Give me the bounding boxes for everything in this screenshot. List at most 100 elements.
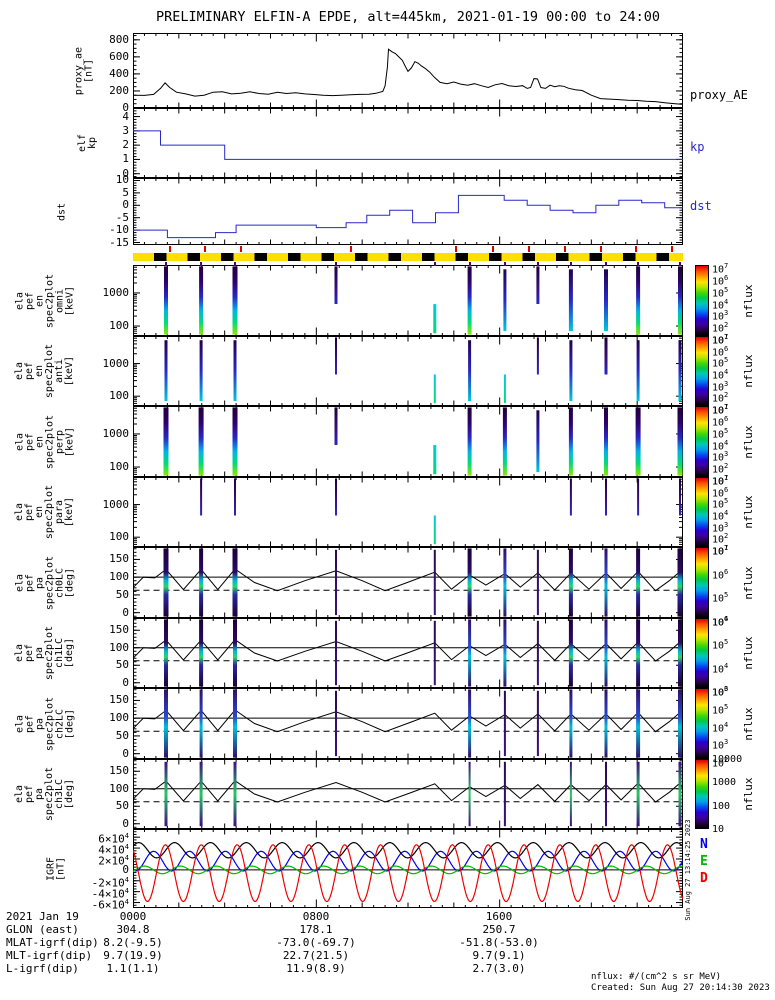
colorbar-tick-label: 101: [712, 474, 729, 488]
fast-survey-mark: [528, 246, 531, 252]
table-row-value: 0800: [302, 910, 330, 923]
y-tick-label: 0: [122, 101, 129, 114]
axis-label-pa_ch0LC: ela pef pa spec2plot ch0LC [deg]: [14, 555, 75, 610]
table-row-label: L-igrf(dip): [6, 962, 79, 975]
colorbar-tick-label: 102: [712, 462, 729, 476]
axis-label-pa_ch2LC: ela pef pa spec2plot ch2LC [deg]: [14, 696, 75, 751]
y-tick-label: 100: [109, 530, 129, 544]
colorbar-tick-label: 102: [712, 532, 729, 546]
colorbar-tick-label: 104: [712, 661, 729, 675]
panel-proxy_ae: [133, 33, 683, 108]
y-tick-label: 200: [109, 83, 129, 97]
colorbar-spec_para: [695, 477, 709, 547]
colorbar-tick-label: 107: [712, 544, 729, 558]
y-tick-label: 50: [115, 587, 129, 601]
colorbar-pa_ch0LC: [695, 547, 709, 618]
colorbar-spec_perp: [695, 406, 709, 477]
science-zone-mark: [605, 262, 607, 266]
table-row-value: 9.7(19.9): [103, 949, 163, 962]
science-zone-stripes: [164, 689, 682, 758]
science-zone-stripes: [164, 619, 682, 687]
y-tick-label: 6×104: [98, 832, 129, 846]
fast-survey-mark: [168, 246, 171, 252]
y-tick-label: 1000: [102, 356, 130, 370]
colorbar-spec_omni: [695, 265, 709, 336]
y-tick-label: -15: [109, 235, 129, 249]
colorbar-title: nflux: [742, 424, 755, 459]
axis-label-spec_perp: ela pef en spec2plot perp [keV]: [14, 414, 75, 469]
plot-title: PRELIMINARY ELFIN-A EPDE, alt=445km, 202…: [156, 9, 660, 25]
science-zone-mark: [503, 262, 506, 266]
science-zone-stripes: [164, 266, 682, 335]
y-tick-label: 2: [122, 138, 129, 152]
colorbar-tick-label: 102: [712, 756, 729, 770]
panel-spec_anti: [133, 336, 683, 406]
science-zone-stripes: [164, 761, 682, 827]
table-row-value: 8.2(-9.5): [103, 936, 163, 949]
table-row-value: 9.7(9.1): [472, 949, 526, 962]
y-tick-label: 100: [109, 570, 129, 584]
science-zone-mark: [165, 262, 167, 266]
y-tick-label: 100: [109, 711, 129, 725]
axis-label-kp: elf kp: [77, 133, 98, 153]
panel-plot-kp: [133, 108, 683, 178]
colorbar-tick-label: 105: [712, 591, 729, 605]
colorbar-pa_ch2LC: [695, 688, 709, 759]
panel-pa_ch3LC: [133, 759, 683, 829]
y-tick-label: 10: [115, 173, 129, 187]
table-row-value: 1600: [485, 910, 513, 923]
colorbar-tick-label: 106: [712, 485, 729, 499]
colorbar-title: nflux: [742, 777, 755, 811]
colorbar-tick-label: 101: [712, 333, 729, 347]
table-row-value: 0000: [119, 910, 147, 923]
colorbar-tick-label: 100: [712, 800, 731, 812]
axis-label-proxy_ae: proxy_ae [nT]: [73, 46, 94, 95]
colorbar-tick-label: 106: [712, 615, 729, 629]
y-tick-label: -10: [109, 223, 129, 237]
science-zone-mark: [679, 262, 682, 266]
colorbar-title: nflux: [742, 354, 755, 388]
right-label-kp: kp: [690, 139, 705, 154]
y-tick-label: 150: [109, 693, 129, 707]
side-timestamp: Sun Aug 27 13:14:25 2023: [684, 819, 692, 921]
colorbar-tick-label: 106: [712, 685, 729, 699]
colorbar-tick-label: 104: [712, 615, 729, 629]
axis-label-dst: dst: [56, 202, 67, 221]
science-zone-mark: [569, 262, 572, 266]
axis-label-pa_ch3LC: ela pef pa spec2plot ch3LC [deg]: [14, 766, 75, 822]
panel-spec_para: [133, 477, 683, 547]
colorbar-tick-label: 103: [712, 309, 729, 323]
colorbar-tick-label: 106: [712, 273, 729, 288]
fast-survey-mark: [635, 246, 638, 252]
y-tick-label: 5: [122, 185, 129, 199]
y-tick-label: 0: [122, 746, 129, 760]
panel-plot-spec_omni: [133, 265, 683, 336]
table-row-value: 22.7(21.5): [282, 949, 350, 962]
axis-label-pa_ch1LC: ela pef pa spec2plot ch1LC [deg]: [14, 625, 75, 681]
panel-plot-pa_ch1LC: [133, 618, 683, 688]
table-row-value: -73.0(-69.7): [276, 936, 356, 949]
colorbar-tick-label: 106: [712, 344, 729, 358]
y-tick-label: 0: [122, 198, 129, 212]
y-tick-label: 50: [115, 728, 129, 742]
table-row-value: 304.8: [116, 923, 150, 936]
fast-survey-mark: [599, 246, 602, 252]
colorbar-tick-label: 105: [712, 702, 729, 717]
panel-spec_perp: [133, 406, 683, 477]
y-tick-label: 100: [109, 640, 129, 654]
fast-survey-mark: [204, 246, 207, 252]
y-tick-label: 100: [109, 781, 129, 795]
y-tick-label: 4×104: [98, 843, 129, 857]
colorbar-tick-label: 104: [712, 438, 729, 452]
axis-label-spec_anti: ela pef en spec2plot anti [keV]: [14, 343, 75, 399]
colorbar-title: nflux: [742, 636, 755, 670]
colorbar-tick-label: 101: [712, 403, 729, 417]
panel-spec_omni: [133, 265, 683, 336]
right-label-proxy_ae: proxy_AE: [690, 87, 748, 102]
axis-label-spec_omni: ela pef en spec2plot omni [keV]: [14, 273, 75, 328]
colorbar-tick-label: 104: [712, 368, 729, 382]
table-row-value: 250.7: [482, 923, 516, 936]
y-tick-label: -6×104: [91, 897, 129, 912]
y-tick-label: 100: [109, 460, 129, 474]
science-zone-stripes: [163, 407, 683, 476]
